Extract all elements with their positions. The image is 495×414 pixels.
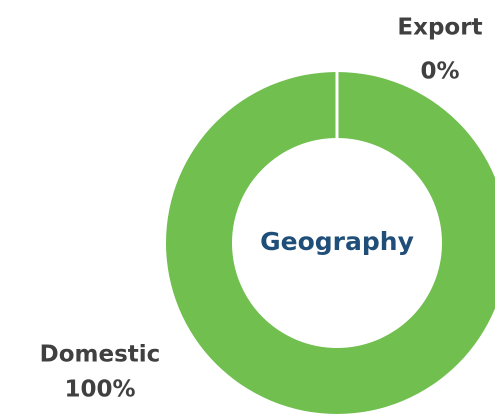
slice-label: Domestic [40,342,161,368]
slice-value-label: 100% [64,377,135,403]
donut-slice [166,72,495,414]
slice-value-label: 0% [420,59,459,85]
slice-label: Export [397,15,482,41]
center-label: Geography [260,227,414,256]
